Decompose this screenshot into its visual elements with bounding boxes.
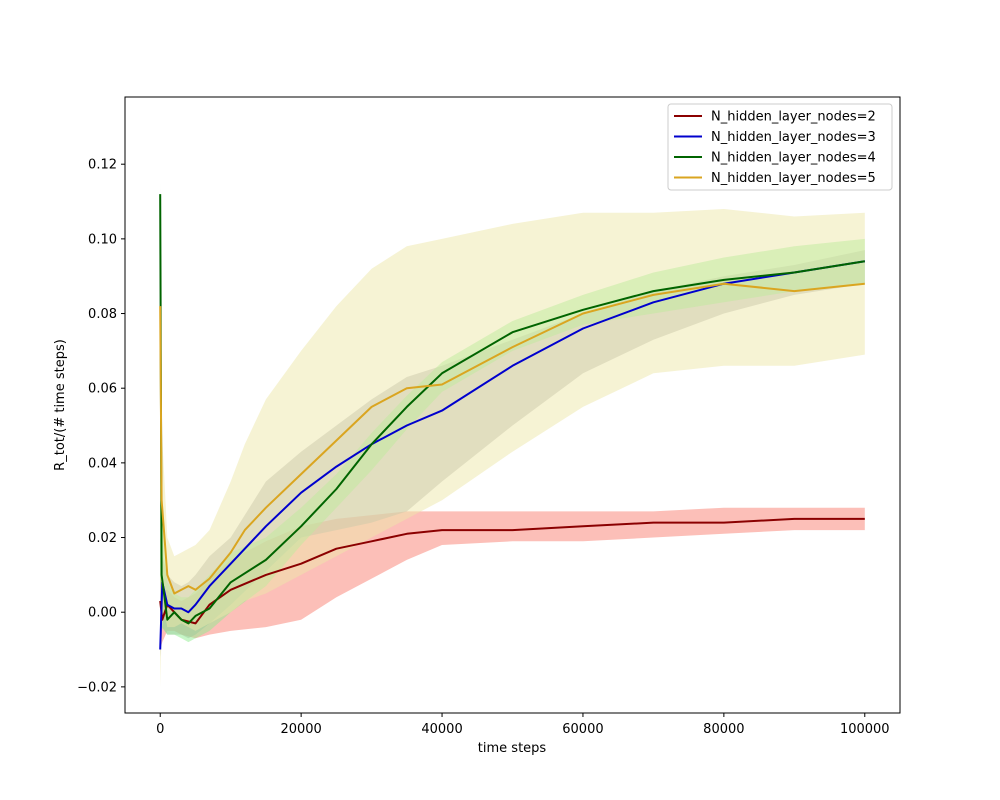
legend-frame — [667, 103, 893, 191]
y-tick-label: 0.08 — [88, 307, 117, 322]
y-tick-label: 0.12 — [88, 158, 117, 173]
x-axis-label: time steps — [478, 741, 547, 756]
x-tick-label: 0 — [156, 722, 164, 737]
plot-frame — [124, 96, 901, 714]
x-tick-label: 60000 — [562, 722, 603, 737]
y-axis-label: R_tot/(# time steps) — [53, 339, 68, 471]
series-lines — [159, 194, 865, 650]
y-tick-label: 0.10 — [88, 232, 117, 247]
y-tick-label: 0.02 — [88, 531, 117, 546]
legend-label-series-3: N_hidden_layer_nodes=4 — [711, 151, 876, 166]
legend-label-series-2: N_hidden_layer_nodes=3 — [711, 130, 876, 145]
x-tick-label: 40000 — [421, 722, 462, 737]
y-tick-label: 0.04 — [88, 456, 117, 471]
legend-label-series-1: N_hidden_layer_nodes=2 — [711, 110, 876, 125]
legend-label-series-4: N_hidden_layer_nodes=5 — [711, 171, 876, 186]
legend: N_hidden_layer_nodes=2 N_hidden_layer_nod… — [667, 103, 893, 191]
x-axis-ticks: 0 20000 40000 60000 80000 100000 — [156, 713, 890, 737]
x-tick-label: 20000 — [280, 722, 321, 737]
line-series-4 — [159, 282, 865, 595]
band-series-4 — [160, 209, 865, 687]
y-axis-ticks: −0.02 0.00 0.02 0.04 0.06 0.08 0.10 0.12 — [77, 158, 125, 695]
line-series-2 — [159, 260, 865, 650]
y-tick-label: −0.02 — [77, 680, 117, 695]
x-tick-label: 80000 — [703, 722, 744, 737]
y-tick-label: 0.00 — [88, 606, 117, 621]
line-series-3 — [159, 194, 865, 625]
y-tick-label: 0.06 — [88, 382, 117, 397]
x-tick-label: 100000 — [840, 722, 890, 737]
